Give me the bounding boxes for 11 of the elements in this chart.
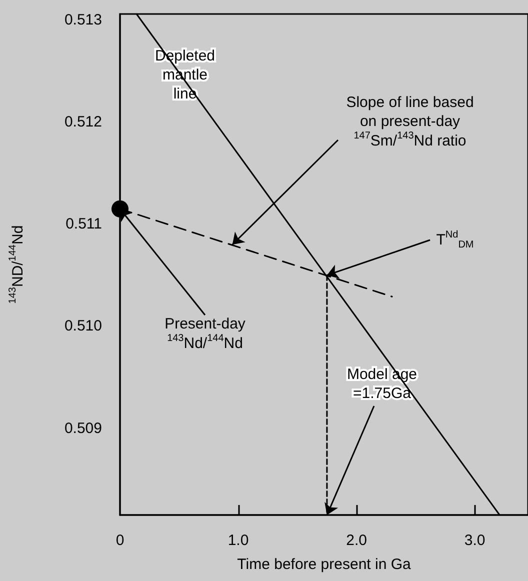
x-tick-label: 2.0 — [346, 532, 367, 549]
x-tick-label: 0 — [116, 532, 124, 549]
y-tick-label: 0.511 — [66, 216, 102, 233]
x-tick-label: 1.0 — [228, 532, 249, 549]
x-axis-title: Time before present in Ga — [237, 556, 412, 573]
y-tick-label: 0.509 — [64, 420, 102, 437]
y-tick-label: 0.513 — [64, 12, 102, 29]
y-tick-label: 0.512 — [64, 114, 102, 131]
y-tick-label: 0.510 — [64, 318, 102, 335]
x-tick-label: 3.0 — [464, 532, 486, 549]
y-axis-title: 143ND/144Nd — [8, 225, 26, 304]
